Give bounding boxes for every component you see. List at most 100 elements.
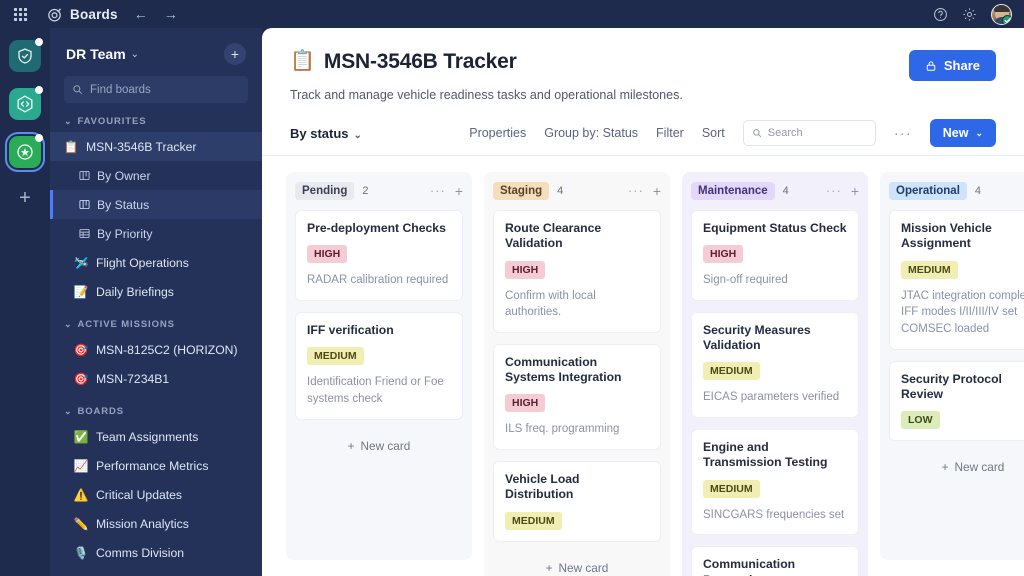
rail-item-code[interactable] [9, 86, 43, 120]
column-actions: ··· + [826, 184, 859, 198]
card-title: Pre-deployment Checks [307, 221, 446, 235]
column-actions: ··· + [430, 184, 463, 198]
sidebar-item-team-assignments[interactable]: ✅ Team Assignments [50, 422, 262, 451]
sidebar-item-by-priority[interactable]: By Priority [50, 219, 262, 248]
page-subtitle: Track and manage vehicle readiness tasks… [290, 88, 683, 102]
column-add-icon[interactable]: + [652, 183, 661, 199]
sidebar-item-by-status[interactable]: By Status [50, 190, 262, 219]
card[interactable]: Equipment Status Check HIGH Sign-off req… [691, 210, 859, 301]
team-name[interactable]: DR Team [66, 46, 126, 62]
plus-icon: + [347, 438, 355, 453]
gear-icon[interactable] [962, 7, 977, 22]
board-column-staging: Staging 4 ··· + Route Clearance Validati… [484, 172, 670, 576]
toolbar-filter[interactable]: Filter [656, 126, 684, 140]
priority-badge: HIGH [505, 260, 546, 279]
priority-badge: MEDIUM [703, 479, 760, 498]
new-button[interactable]: New ⌄ [929, 119, 996, 147]
help-circle-icon[interactable] [933, 7, 948, 22]
new-card-button[interactable]: + New card [295, 431, 463, 453]
search-input[interactable]: Search [742, 120, 876, 146]
toolbar-properties[interactable]: Properties [469, 126, 527, 140]
nav-back-icon[interactable]: ← [133, 6, 148, 22]
sidebar-section-favourites[interactable]: ⌄ FAVOURITES [60, 103, 252, 132]
nav-forward-icon[interactable]: → [163, 6, 178, 22]
column-count: 4 [782, 185, 789, 197]
new-card-label: New card [954, 460, 1005, 475]
sidebar-item-mission-analytics[interactable]: ✏️ Mission Analytics [50, 509, 262, 538]
card[interactable]: Security Protocol Review LOW [889, 360, 1024, 442]
sidebar-item-label: Comms Division [96, 545, 185, 560]
card[interactable]: Security Measures Validation MEDIUM EICA… [691, 311, 859, 419]
kanban-board: Pending 2 ··· + Pre-deployment Checks HI… [262, 156, 1024, 576]
new-card-label: New card [360, 438, 411, 453]
pencil-icon: ✏️ [73, 516, 89, 531]
page-title: MSN-3546B Tracker [323, 50, 517, 73]
share-button[interactable]: Share [908, 50, 996, 81]
sidebar-item-msn-8125c2[interactable]: 🎯 MSN-8125C2 (HORIZON) [50, 335, 262, 364]
chevron-down-icon: ⌄ [353, 129, 362, 141]
workspace-rail: + [0, 28, 50, 576]
card[interactable]: Engine and Transmission Testing MEDIUM S… [691, 429, 859, 536]
sidebar-item-label: MSN-8125C2 (HORIZON) [96, 342, 238, 357]
card-description: RADAR calibration required [307, 274, 449, 287]
board-column-operational: Operational 4 ··· + Mission Vehicle Assi… [880, 172, 1024, 560]
board-view-icon [79, 199, 90, 210]
sidebar-item-daily-briefings[interactable]: 📝 Daily Briefings [50, 277, 262, 306]
search-icon [73, 85, 82, 94]
notification-dot [35, 134, 43, 142]
column-title: Operational [889, 182, 967, 200]
card[interactable]: Mission Vehicle Assignment MEDIUM JTAC i… [889, 210, 1024, 350]
add-board-button[interactable]: + [224, 43, 246, 65]
search-icon [752, 129, 761, 138]
sidebar-section-label: FAVOURITES [77, 116, 147, 127]
card-description: SINCGARS frequencies set [703, 508, 845, 521]
card[interactable]: Vehicle Load Distribution MEDIUM [493, 461, 661, 542]
column-more-icon[interactable]: ··· [429, 182, 446, 198]
avatar[interactable] [991, 3, 1012, 25]
new-card-button[interactable]: + New card [493, 553, 661, 575]
sidebar-item-label: Daily Briefings [96, 284, 174, 299]
sidebar-item-label: Mission Analytics [96, 516, 189, 531]
new-card-button[interactable]: + New card [889, 452, 1024, 474]
add-workspace-button[interactable]: + [19, 187, 31, 209]
card[interactable]: Communication Systems Integration HIGH I… [493, 343, 661, 451]
more-options-button[interactable]: ··· [893, 124, 912, 142]
card[interactable]: IFF verification MEDIUM Identification F… [295, 311, 463, 420]
sidebar-item-critical-updates[interactable]: ⚠️ Critical Updates [50, 480, 262, 509]
sidebar-item-msn-3546b-tracker[interactable]: 📋 MSN-3546B Tracker [50, 132, 262, 161]
sidebar-item-label: By Status [97, 197, 150, 212]
priority-badge: LOW [901, 411, 940, 430]
sidebar-header: DR Team ⌄ + [60, 34, 252, 74]
sidebar-section-boards[interactable]: ⌄ BOARDS [60, 393, 252, 422]
card[interactable]: Pre-deployment Checks HIGH RADAR calibra… [295, 210, 463, 301]
view-selector[interactable]: By status ⌄ [290, 126, 362, 141]
sidebar-item-performance-metrics[interactable]: 📈 Performance Metrics [50, 451, 262, 480]
board-toolbar: By status ⌄ Properties Group by: Status F… [262, 111, 1024, 155]
column-more-icon[interactable]: ··· [627, 182, 644, 198]
sidebar-item-label: MSN-3546B Tracker [86, 139, 197, 154]
find-boards-input[interactable]: Find boards [64, 76, 248, 103]
column-title: Maintenance [691, 182, 775, 200]
column-more-icon[interactable]: ··· [825, 182, 842, 198]
top-bar-actions [933, 3, 1024, 25]
chevron-down-icon[interactable]: ⌄ [130, 48, 140, 60]
toolbar-sort[interactable]: Sort [701, 126, 725, 140]
card-description: Sign-off required [703, 274, 788, 287]
column-add-icon[interactable]: + [454, 183, 463, 199]
check-mark-icon: ✅ [73, 429, 89, 444]
sidebar-item-by-owner[interactable]: By Owner [50, 161, 262, 190]
app-grid-icon[interactable] [12, 6, 28, 22]
sidebar-item-comms-division[interactable]: 🎙️ Comms Division [50, 538, 262, 567]
column-add-icon[interactable]: + [850, 183, 859, 199]
sidebar-item-msn-7234b1[interactable]: 🎯 MSN-7234B1 [50, 364, 262, 393]
rail-item-star[interactable] [5, 132, 45, 172]
priority-badge: HIGH [505, 394, 546, 413]
sidebar-section-active-missions[interactable]: ⌄ ACTIVE MISSIONS [60, 306, 252, 335]
card[interactable]: Route Clearance Validation HIGH Confirm … [493, 210, 661, 333]
sidebar-item-flight-operations[interactable]: 🛩️ Flight Operations [50, 248, 262, 277]
toolbar-group-by[interactable]: Group by: Status [544, 126, 639, 140]
chevron-down-icon: ⌄ [975, 127, 983, 138]
card[interactable]: Communication Protocols [691, 546, 859, 576]
rail-item-shield[interactable] [9, 38, 43, 72]
airplane-icon: 🛩️ [73, 255, 89, 270]
